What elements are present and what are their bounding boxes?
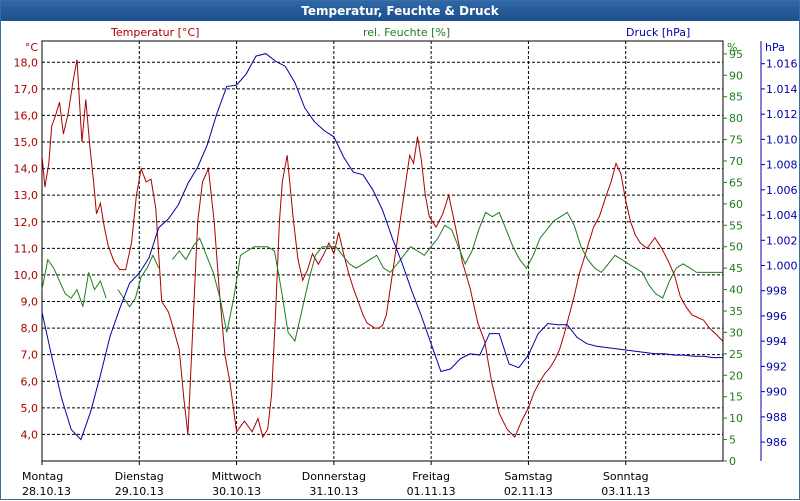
humidity-tick-label: 30 [729, 326, 743, 339]
humidity-tick-label: 95 [729, 48, 743, 61]
humidity-tick-label: 65 [729, 176, 743, 189]
temperature-tick-label: 11,0 [14, 242, 39, 255]
temperature-tick-label: 8,0 [21, 322, 39, 335]
x-date-label: 03.11.13 [601, 485, 650, 498]
pressure-tick-label: 1.010 [766, 133, 798, 146]
plot-area: 4,0 5,0 6,0 7,0 8,0 9,0 10,0 11,0 12,0 13,0 14,0 15… [14, 26, 798, 498]
temperature-tick-label: 18,0 [14, 56, 39, 69]
temperature-tick-label: 12,0 [14, 216, 39, 229]
humidity-tick-label: 75 [729, 134, 743, 147]
humidity-tick-label: 45 [729, 262, 743, 275]
pressure-tick-label: 988 [766, 411, 787, 424]
pressure-tick-label: 1.002 [766, 234, 798, 247]
chart-title: Temperatur, Feuchte & Druck [1, 1, 799, 21]
pressure-tick-label: 1.016 [766, 58, 798, 71]
temperature-tick-label: 5,0 [21, 402, 39, 415]
temperature-unit-label: °C [25, 41, 39, 54]
pressure-series-label: Druck [hPa] [626, 26, 690, 39]
pressure-tick-label: 996 [766, 310, 787, 323]
humidity-tick-label: 25 [729, 348, 743, 361]
pressure-tick-label: 994 [766, 335, 787, 348]
x-date-label: 01.11.13 [407, 485, 456, 498]
pressure-tick-label: 1.012 [766, 108, 798, 121]
temperature-tick-label: 16,0 [14, 109, 39, 122]
pressure-unit-label: hPa [765, 41, 785, 54]
humidity-unit-label: % [727, 41, 737, 54]
humidity-tick-label: 80 [729, 112, 743, 125]
pressure-tick-label: 1.014 [766, 83, 798, 96]
x-date-label: 02.11.13 [504, 485, 553, 498]
pressure-series-line [41, 53, 723, 441]
x-day-label: Mittwoch [212, 470, 262, 483]
humidity-tick-label: 20 [729, 369, 743, 382]
temperature-series-line [41, 59, 724, 439]
x-day-label: Samstag [504, 470, 552, 483]
x-day-label: Sonntag [603, 470, 649, 483]
humidity-tick-label: 5 [729, 434, 736, 447]
humidity-tick-label: 50 [729, 241, 743, 254]
x-date-label: 29.10.13 [115, 485, 164, 498]
x-day-label: Donnerstag [302, 470, 366, 483]
humidity-tick-label: 90 [729, 69, 743, 82]
temperature-tick-label: 15,0 [14, 136, 39, 149]
humidity-tick-label: 35 [729, 305, 743, 318]
humidity-tick-label: 10 [729, 412, 743, 425]
pressure-tick-label: 1.004 [766, 209, 798, 222]
pressure-tick-label: 986 [766, 436, 787, 449]
humidity-tick-label: 55 [729, 219, 743, 232]
humidity-tick-label: 70 [729, 155, 743, 168]
humidity-series-label: rel. Feuchte [%] [363, 26, 450, 39]
humidity-tick-label: 0 [729, 455, 736, 468]
pressure-tick-label: 990 [766, 386, 787, 399]
temperature-series-label: Temperatur [°C] [110, 26, 199, 39]
pressure-tick-label: 1.000 [766, 260, 798, 273]
humidity-tick-label: 85 [729, 91, 743, 104]
temperature-tick-label: 4,0 [21, 428, 39, 441]
humidity-tick-label: 40 [729, 284, 743, 297]
x-date-label: 28.10.13 [22, 485, 71, 498]
temperature-tick-label: 6,0 [21, 375, 39, 388]
pressure-tick-label: 1.006 [766, 184, 798, 197]
temperature-tick-label: 17,0 [14, 83, 39, 96]
pressure-tick-label: 992 [766, 360, 787, 373]
humidity-tick-label: 15 [729, 391, 743, 404]
x-day-label: Montag [22, 470, 63, 483]
temperature-tick-label: 14,0 [14, 163, 39, 176]
temperature-tick-label: 13,0 [14, 189, 39, 202]
temperature-tick-label: 10,0 [14, 269, 39, 282]
pressure-tick-label: 1.008 [766, 159, 798, 172]
x-day-label: Dienstag [115, 470, 164, 483]
humidity-series-line [41, 211, 723, 343]
plot-border [41, 40, 724, 462]
pressure-tick-label: 998 [766, 285, 787, 298]
humidity-tick-label: 60 [729, 198, 743, 211]
temperature-tick-label: 7,0 [21, 349, 39, 362]
x-date-label: 30.10.13 [212, 485, 261, 498]
x-day-label: Freitag [412, 470, 450, 483]
temperature-tick-label: 9,0 [21, 296, 39, 309]
x-date-label: 31.10.13 [309, 485, 358, 498]
